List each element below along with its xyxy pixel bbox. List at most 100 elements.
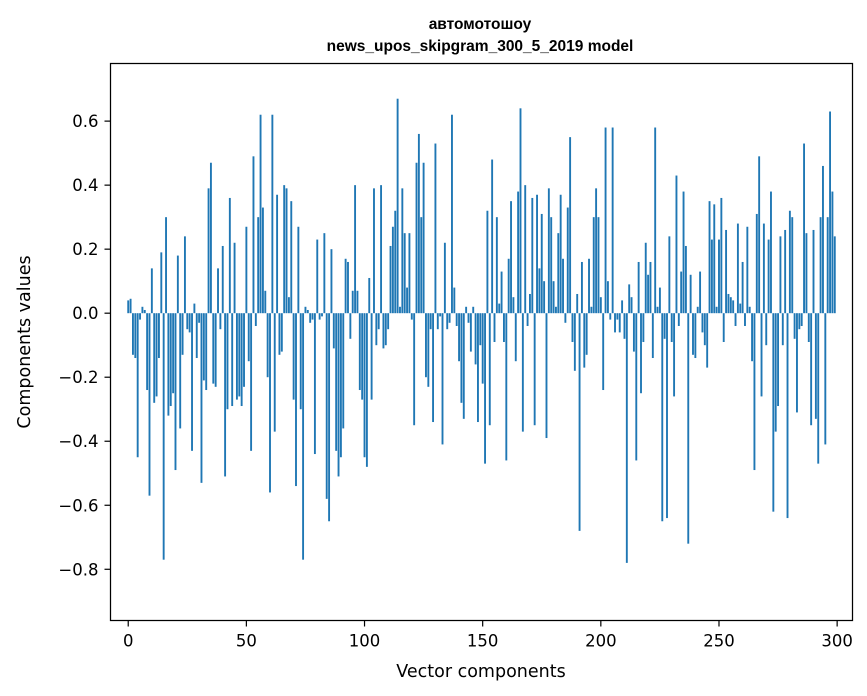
bar — [571, 313, 574, 342]
bar — [193, 303, 196, 314]
bar — [729, 297, 732, 314]
bar — [141, 306, 144, 314]
bar — [339, 313, 342, 458]
bar — [500, 271, 503, 314]
bar — [422, 162, 425, 314]
bar — [167, 313, 170, 416]
bar — [384, 313, 387, 346]
bar — [833, 236, 836, 314]
chart-subtitle: news_upos_skipgram_300_5_2019 model — [327, 38, 634, 55]
bar — [739, 303, 742, 314]
bar — [365, 313, 368, 467]
bar — [176, 255, 179, 314]
bar — [524, 185, 527, 314]
bar — [276, 194, 279, 314]
bar — [632, 313, 635, 352]
bar — [238, 313, 241, 397]
bar — [382, 313, 385, 349]
x-tick-label: 200 — [585, 632, 617, 651]
bar — [630, 297, 633, 314]
bar — [429, 313, 432, 330]
bar — [179, 313, 182, 429]
bar — [609, 313, 612, 320]
bar — [718, 239, 720, 314]
bar — [493, 313, 496, 342]
bar — [767, 239, 770, 314]
bar — [592, 217, 595, 314]
bar — [533, 313, 536, 426]
bar — [796, 313, 798, 413]
chart-title: автомотошоу — [429, 16, 532, 33]
bar — [228, 197, 231, 314]
bar — [245, 226, 248, 314]
bar — [259, 114, 262, 314]
bar — [495, 217, 498, 314]
bar — [181, 313, 184, 355]
bar — [460, 313, 463, 403]
bar — [822, 165, 824, 314]
bar — [202, 313, 205, 381]
bar — [606, 281, 609, 314]
bar — [824, 313, 827, 445]
bar — [640, 313, 642, 394]
bar — [391, 226, 394, 314]
bar — [415, 162, 418, 314]
y-tick-label: 0.4 — [72, 176, 98, 195]
bar — [734, 313, 737, 326]
bar — [231, 313, 234, 407]
bar — [278, 313, 281, 355]
bar — [254, 313, 257, 326]
bar — [266, 313, 269, 378]
bar — [389, 245, 392, 314]
bar — [174, 313, 177, 471]
bar — [316, 239, 319, 314]
bar — [309, 313, 312, 323]
bar — [273, 313, 276, 432]
x-tick-label: 150 — [467, 632, 499, 651]
bar — [543, 281, 546, 314]
bar — [474, 313, 477, 365]
bar — [207, 188, 210, 314]
bar — [358, 313, 361, 391]
bar — [559, 194, 562, 314]
bar — [287, 297, 290, 314]
x-tick-label: 50 — [236, 632, 257, 651]
bar — [217, 268, 219, 314]
bar — [831, 191, 834, 314]
bar — [663, 313, 666, 339]
bar — [538, 268, 541, 314]
bar — [172, 313, 175, 394]
bar — [264, 290, 267, 314]
bar — [696, 306, 699, 314]
bar — [297, 226, 300, 314]
bar — [803, 143, 805, 314]
bar — [469, 313, 472, 352]
bar — [692, 313, 694, 355]
bar — [451, 114, 453, 314]
bar — [540, 213, 543, 314]
bar — [283, 185, 286, 314]
bar — [129, 298, 132, 314]
bar — [325, 313, 328, 499]
bar — [127, 300, 130, 314]
bar — [186, 313, 189, 330]
bar — [715, 306, 718, 314]
bar — [647, 274, 650, 314]
bar — [819, 217, 822, 314]
bar — [736, 223, 739, 314]
bar — [774, 313, 777, 432]
bar — [323, 233, 326, 314]
bar — [710, 239, 713, 314]
bar — [160, 252, 163, 314]
bar — [753, 313, 756, 471]
bar — [510, 201, 512, 314]
y-axis-label: Components values — [15, 255, 35, 428]
bar — [687, 313, 690, 544]
bar — [146, 313, 149, 391]
bar — [209, 162, 212, 314]
bar — [292, 313, 295, 400]
bar — [453, 287, 456, 314]
bar — [746, 226, 749, 314]
bar — [261, 207, 264, 314]
